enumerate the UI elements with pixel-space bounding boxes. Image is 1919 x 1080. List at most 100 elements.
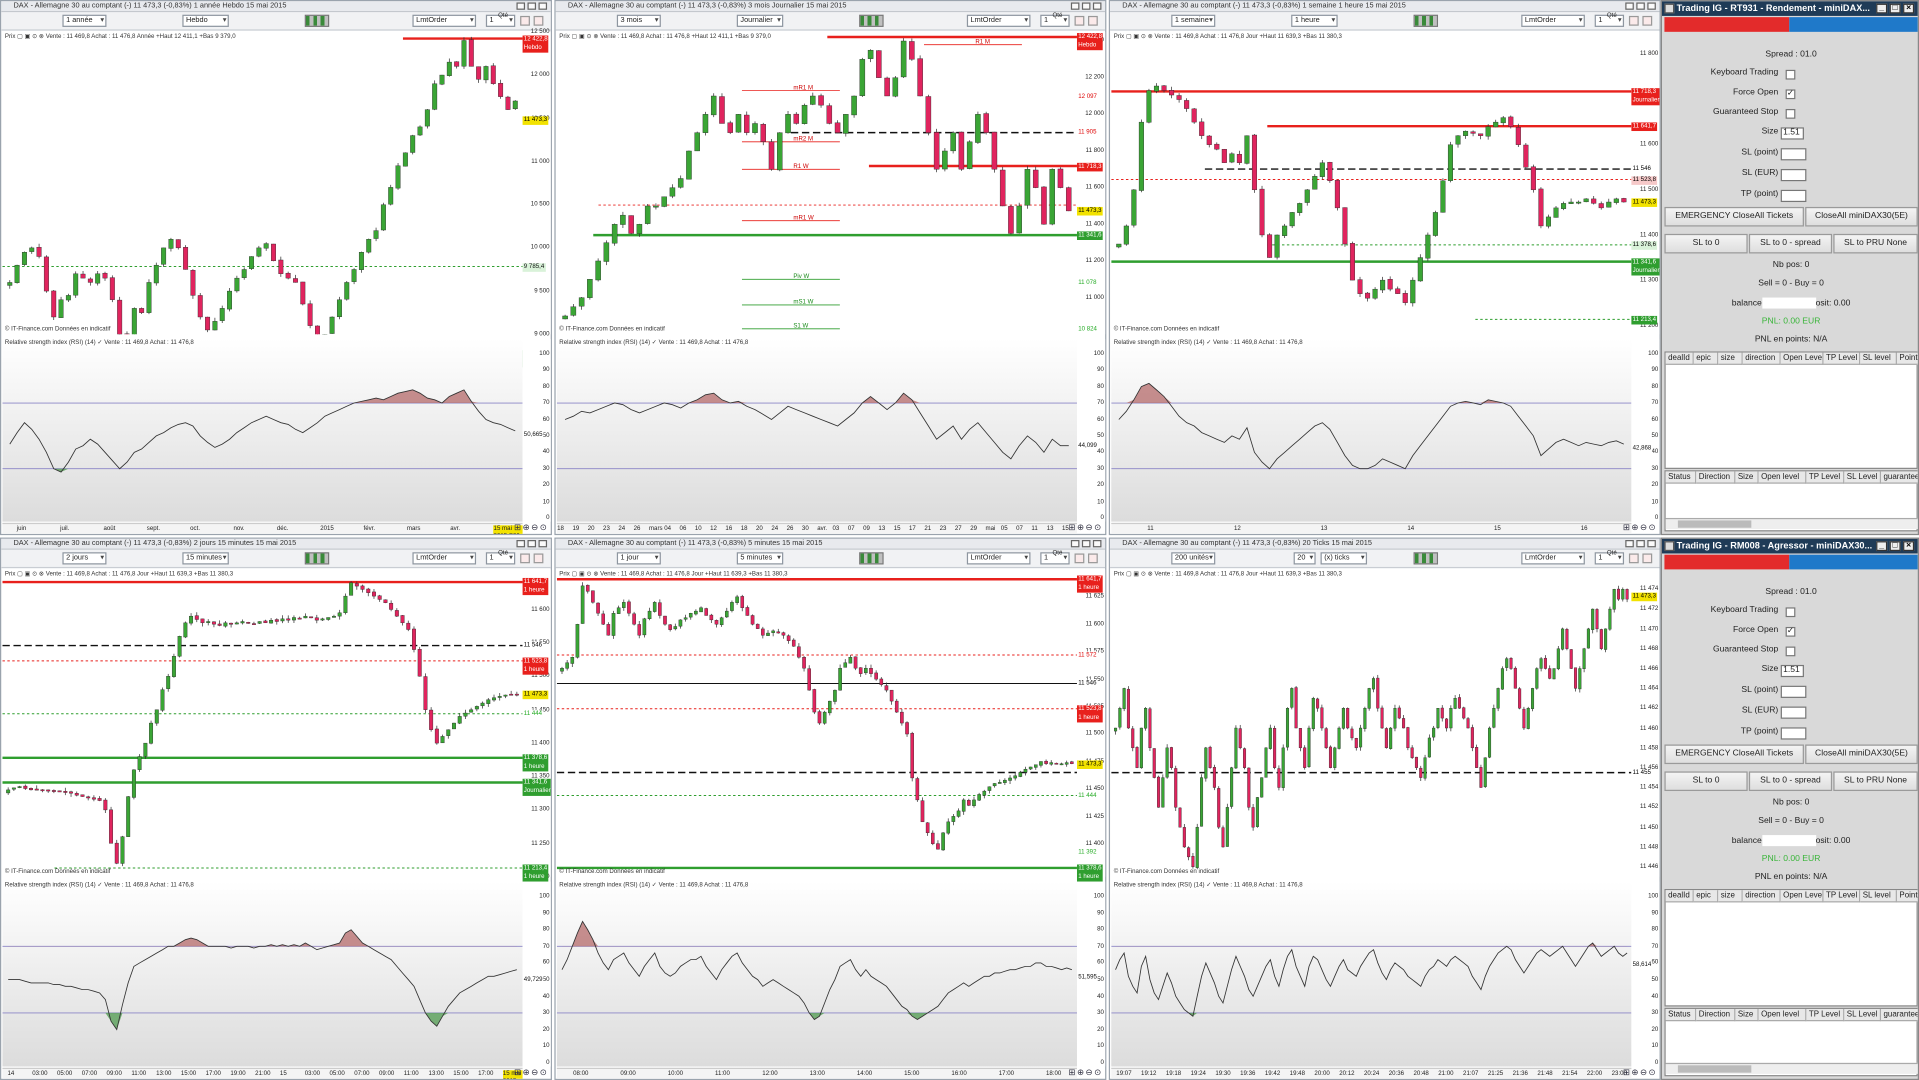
- order-type-select[interactable]: LmtOrder: [1521, 14, 1585, 27]
- emergency-closeall-button[interactable]: EMERGENCY CloseAll Tickets: [1664, 744, 1804, 765]
- buy-button[interactable]: [520, 15, 530, 26]
- close-button[interactable]: [1647, 540, 1656, 548]
- quantity-input[interactable]: 1: [485, 14, 516, 27]
- column-header[interactable]: Direction: [1696, 1008, 1736, 1022]
- zoom-reset-icon[interactable]: ⊙: [1094, 1068, 1102, 1078]
- emergency-closeall-button[interactable]: EMERGENCY CloseAll Tickets: [1664, 206, 1804, 227]
- buy-button[interactable]: [1628, 15, 1639, 26]
- sell-button[interactable]: [1088, 15, 1098, 26]
- sl-eur-input[interactable]: [1780, 168, 1807, 182]
- horizontal-scrollbar[interactable]: [1665, 1062, 1918, 1074]
- column-header[interactable]: SL Level: [1844, 1008, 1882, 1022]
- period-select[interactable]: 2 jours: [62, 552, 107, 565]
- minimize-button[interactable]: _: [1876, 3, 1888, 14]
- chart-style-icon[interactable]: [1413, 552, 1439, 565]
- period-select[interactable]: 1 semaine: [1171, 14, 1216, 27]
- sell-button[interactable]: [533, 15, 544, 26]
- order-type-select[interactable]: LmtOrder: [966, 552, 1031, 565]
- force-open-checkbox[interactable]: ✓: [1785, 626, 1796, 637]
- zoom-fit-icon[interactable]: ⊞: [514, 1068, 522, 1078]
- scrollbar-thumb[interactable]: [1677, 1065, 1752, 1073]
- order-type-select[interactable]: LmtOrder: [412, 552, 477, 565]
- sl-to-zero-button[interactable]: SL to 0: [1664, 233, 1748, 254]
- tp-point-input[interactable]: [1780, 727, 1807, 740]
- close-button[interactable]: [538, 540, 548, 548]
- sl-to-zero-spread-button[interactable]: SL to 0 - spread: [1748, 771, 1833, 792]
- close-button[interactable]: [538, 2, 548, 10]
- tp-point-input[interactable]: [1780, 189, 1807, 203]
- column-header[interactable]: direction: [1742, 890, 1781, 903]
- minimize-button[interactable]: [1070, 2, 1080, 10]
- zoom-reset-icon[interactable]: ⊙: [1648, 524, 1656, 533]
- sell-button[interactable]: [1642, 553, 1653, 564]
- column-header[interactable]: TP Level: [1823, 890, 1861, 903]
- zoom-reset-icon[interactable]: ⊙: [1648, 1068, 1656, 1078]
- chart-style-icon[interactable]: [859, 14, 884, 27]
- maximize-button[interactable]: [527, 540, 537, 548]
- size-input[interactable]: 1.51: [1780, 664, 1804, 678]
- column-header[interactable]: epic: [1693, 890, 1719, 903]
- sell-button[interactable]: [1088, 553, 1098, 564]
- zoom-in-icon[interactable]: ⊕: [1076, 1068, 1085, 1078]
- interval-select[interactable]: (x) ticks: [1320, 552, 1368, 565]
- column-header[interactable]: Direction: [1696, 471, 1736, 484]
- order-type-select[interactable]: LmtOrder: [412, 14, 477, 27]
- maximize-button[interactable]: [1636, 2, 1645, 10]
- chart-style-icon[interactable]: [1413, 14, 1439, 27]
- minimize-button[interactable]: _: [1876, 541, 1888, 552]
- minimize-button[interactable]: [1625, 540, 1634, 548]
- zoom-in-icon[interactable]: ⊕: [1076, 524, 1085, 533]
- interval-select[interactable]: 15 minutes: [182, 552, 229, 565]
- sell-button[interactable]: [533, 553, 544, 564]
- zoom-reset-icon[interactable]: ⊙: [1094, 524, 1102, 533]
- sl-to-zero-button[interactable]: SL to 0: [1664, 771, 1748, 792]
- close-button[interactable]: [1092, 540, 1102, 548]
- sell-button[interactable]: [1642, 15, 1653, 26]
- column-header[interactable]: direction: [1742, 352, 1781, 365]
- zoom-fit-icon[interactable]: ⊞: [1068, 524, 1076, 533]
- column-header[interactable]: SL level: [1860, 890, 1897, 903]
- chart-style-icon[interactable]: [304, 14, 330, 27]
- zoom-in-icon[interactable]: ⊕: [1631, 1068, 1639, 1078]
- column-header[interactable]: Size: [1735, 471, 1759, 484]
- column-header[interactable]: Points: [1896, 352, 1918, 365]
- minimize-button[interactable]: [1070, 540, 1080, 548]
- chart-style-icon[interactable]: [304, 552, 330, 565]
- column-header[interactable]: Points: [1896, 890, 1918, 903]
- zoom-fit-icon[interactable]: ⊞: [514, 524, 522, 533]
- guaranteed-stop-checkbox[interactable]: [1785, 108, 1796, 119]
- column-header[interactable]: dealId: [1665, 352, 1694, 365]
- zoom-in-icon[interactable]: ⊕: [1631, 524, 1639, 533]
- interval-select[interactable]: 1 heure: [1291, 14, 1338, 27]
- column-header[interactable]: TP Level: [1806, 471, 1845, 484]
- zoom-out-icon[interactable]: ⊖: [1639, 1068, 1648, 1078]
- maximize-button[interactable]: □: [1889, 541, 1901, 552]
- close-button[interactable]: [1092, 2, 1102, 10]
- force-open-checkbox[interactable]: ✓: [1785, 89, 1796, 100]
- quantity-input[interactable]: 1: [1594, 14, 1625, 27]
- chart-style-icon[interactable]: [859, 552, 884, 565]
- sl-to-pru-button[interactable]: SL to PRU None: [1833, 771, 1918, 792]
- buy-button[interactable]: [1074, 553, 1085, 564]
- guaranteed-stop-checkbox[interactable]: [1785, 646, 1796, 657]
- column-header[interactable]: size: [1718, 352, 1743, 365]
- minimize-button[interactable]: [1625, 2, 1634, 10]
- zoom-in-icon[interactable]: ⊕: [522, 524, 530, 533]
- column-header[interactable]: Open level: [1758, 471, 1807, 484]
- maximize-button[interactable]: [1081, 2, 1091, 10]
- zoom-reset-icon[interactable]: ⊙: [539, 524, 547, 533]
- maximize-button[interactable]: [1636, 540, 1645, 548]
- maximize-button[interactable]: □: [1889, 3, 1901, 14]
- period-select[interactable]: 200 unités: [1171, 552, 1216, 565]
- interval-select[interactable]: 5 minutes: [736, 552, 784, 565]
- quantity-input[interactable]: 1: [1594, 552, 1625, 565]
- sl-eur-input[interactable]: [1780, 706, 1807, 719]
- scrollbar-thumb[interactable]: [1677, 520, 1752, 528]
- minimize-button[interactable]: [516, 2, 526, 10]
- column-header[interactable]: Status: [1665, 471, 1697, 484]
- period-select[interactable]: 1 année: [62, 14, 107, 27]
- zoom-out-icon[interactable]: ⊖: [531, 1068, 539, 1078]
- sl-point-input[interactable]: [1780, 685, 1807, 698]
- sl-to-pru-button[interactable]: SL to PRU None: [1833, 233, 1918, 254]
- closeall-minidax-button[interactable]: CloseAll miniDAX30(5E): [1805, 744, 1918, 765]
